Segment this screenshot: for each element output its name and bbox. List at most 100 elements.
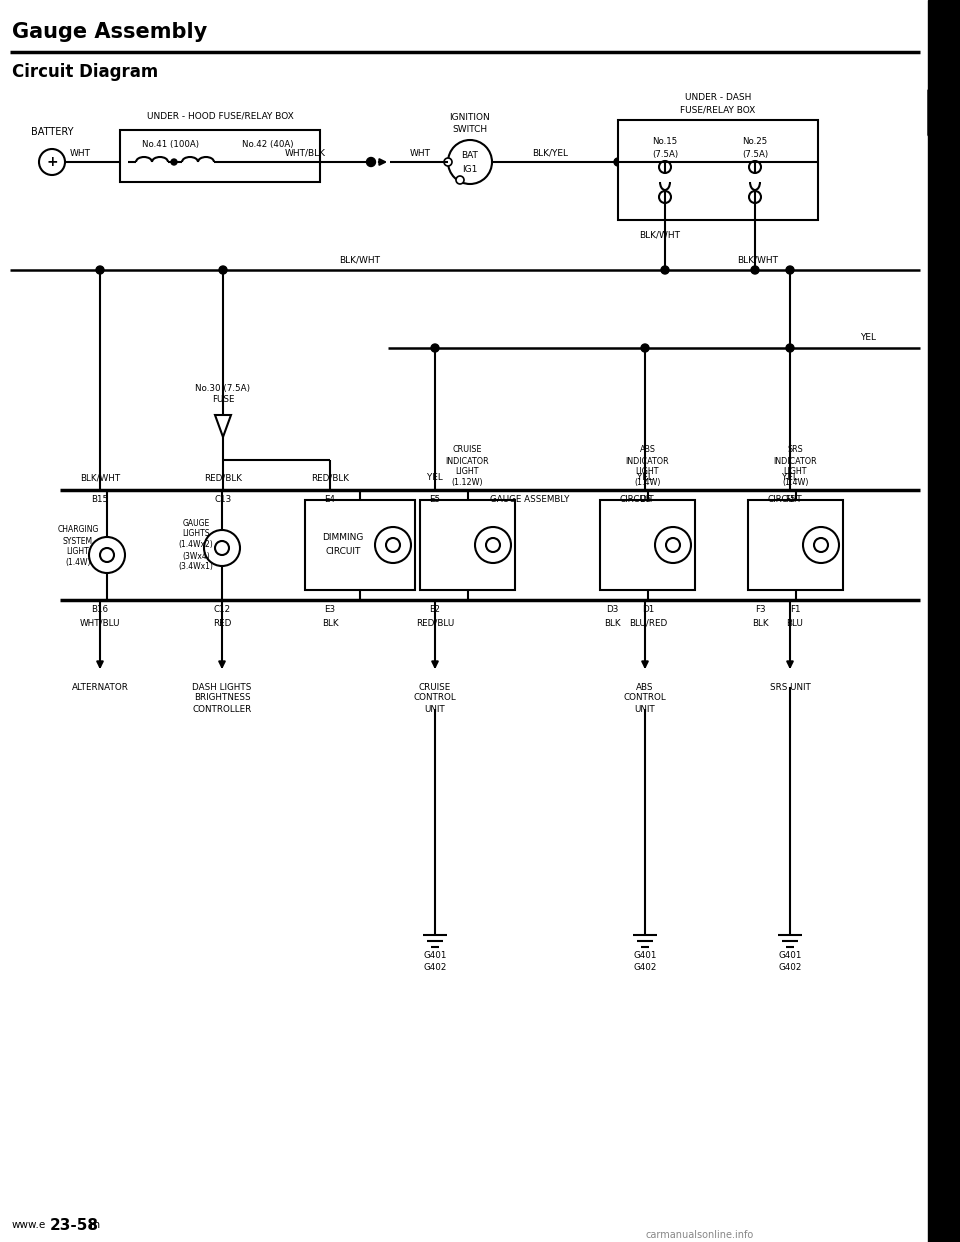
Text: SYSTEM: SYSTEM (63, 537, 93, 545)
Text: SWITCH: SWITCH (452, 124, 488, 133)
Text: INDICATOR: INDICATOR (445, 457, 490, 466)
Text: F5: F5 (784, 496, 795, 504)
Text: BLK/WHT: BLK/WHT (639, 231, 681, 240)
Text: BLK: BLK (604, 619, 620, 627)
Circle shape (215, 542, 229, 555)
Text: +: + (46, 155, 58, 169)
Bar (120, 130, 320, 183)
Text: WHT: WHT (410, 149, 430, 158)
Text: GAUGE ASSEMBLY: GAUGE ASSEMBLY (491, 496, 569, 504)
Text: WHT/BLK: WHT/BLK (284, 149, 325, 158)
Text: YEL: YEL (860, 334, 876, 343)
Text: BLK/YEL: BLK/YEL (532, 149, 568, 158)
Text: (1.4Wx2): (1.4Wx2) (179, 540, 213, 549)
Circle shape (786, 266, 794, 274)
Text: B16: B16 (91, 606, 108, 615)
Text: D3: D3 (606, 606, 618, 615)
Text: BRIGHTNESS: BRIGHTNESS (194, 693, 251, 703)
Circle shape (749, 161, 761, 173)
Text: BLK/WHT: BLK/WHT (737, 256, 779, 265)
Text: CHARGING: CHARGING (58, 525, 99, 534)
Text: CIRCUIT: CIRCUIT (620, 496, 655, 504)
Circle shape (100, 548, 114, 561)
Bar (305, 501, 415, 590)
Text: E4: E4 (324, 496, 335, 504)
Circle shape (666, 538, 680, 551)
Text: (7.5A): (7.5A) (652, 149, 678, 159)
Text: D5: D5 (638, 496, 651, 504)
Circle shape (475, 527, 511, 563)
Circle shape (96, 266, 104, 274)
Text: E3: E3 (324, 606, 336, 615)
Circle shape (386, 538, 400, 551)
Text: SRS: SRS (787, 446, 804, 455)
Polygon shape (928, 89, 960, 155)
Text: (1.4W): (1.4W) (782, 478, 808, 488)
Text: (1.12W): (1.12W) (452, 478, 483, 488)
Text: CONTROL: CONTROL (414, 693, 456, 703)
Circle shape (655, 527, 691, 563)
Text: BLK: BLK (752, 619, 768, 627)
Text: BLK/WHT: BLK/WHT (80, 473, 120, 482)
Text: DIMMING: DIMMING (323, 534, 364, 543)
Text: E2: E2 (429, 606, 441, 615)
Text: Gauge Assembly: Gauge Assembly (12, 22, 207, 42)
Text: F1: F1 (790, 606, 801, 615)
Text: (1.4W): (1.4W) (635, 478, 660, 488)
Circle shape (614, 158, 622, 166)
Circle shape (486, 538, 500, 551)
Text: IGNITION: IGNITION (449, 113, 491, 122)
Circle shape (89, 537, 125, 573)
Text: LIGHT: LIGHT (66, 548, 89, 556)
Text: m: m (90, 1220, 100, 1230)
Text: BAT: BAT (462, 150, 478, 159)
Text: ABS: ABS (636, 683, 654, 692)
Text: BLK: BLK (322, 619, 338, 627)
Circle shape (814, 538, 828, 551)
Circle shape (659, 161, 671, 173)
Circle shape (661, 266, 669, 274)
Text: BLU/RED: BLU/RED (629, 619, 667, 627)
Circle shape (751, 266, 759, 274)
Text: C13: C13 (214, 496, 231, 504)
Text: UNDER - DASH: UNDER - DASH (684, 93, 751, 103)
Circle shape (204, 530, 240, 566)
Text: FUSE: FUSE (212, 395, 234, 405)
Text: YEL: YEL (637, 473, 653, 482)
Circle shape (803, 527, 839, 563)
Text: LIGHT: LIGHT (456, 467, 479, 477)
Circle shape (749, 191, 761, 202)
Text: G402: G402 (423, 963, 446, 971)
Text: UNIT: UNIT (424, 704, 445, 713)
Circle shape (786, 344, 794, 351)
Text: LIGHTS: LIGHTS (182, 529, 209, 539)
Text: No.41 (100A): No.41 (100A) (141, 139, 199, 149)
Text: carmanualsonline.info: carmanualsonline.info (646, 1230, 755, 1240)
Text: G402: G402 (779, 963, 802, 971)
Text: YEL: YEL (427, 473, 443, 482)
Text: (7.5A): (7.5A) (742, 149, 768, 159)
Text: No.15: No.15 (653, 138, 678, 147)
Text: FUSE/RELAY BOX: FUSE/RELAY BOX (681, 106, 756, 114)
Circle shape (431, 344, 439, 351)
Text: DASH LIGHTS: DASH LIGHTS (192, 683, 252, 692)
Text: G401: G401 (634, 951, 657, 960)
Text: CRUISE: CRUISE (419, 683, 451, 692)
Text: ABS: ABS (639, 446, 656, 455)
Text: SRS UNIT: SRS UNIT (770, 683, 810, 692)
Text: LIGHT: LIGHT (636, 467, 660, 477)
Text: No.30 (7.5A): No.30 (7.5A) (196, 384, 251, 392)
Text: BLU: BLU (786, 619, 804, 627)
Text: INDICATOR: INDICATOR (774, 457, 817, 466)
Circle shape (375, 527, 411, 563)
Text: BATTERY: BATTERY (31, 127, 73, 137)
Circle shape (444, 158, 452, 166)
Bar (600, 501, 695, 590)
Text: CRUISE: CRUISE (453, 446, 482, 455)
Text: B15: B15 (91, 496, 108, 504)
Text: G401: G401 (423, 951, 446, 960)
Text: (1.4W): (1.4W) (65, 559, 91, 568)
Circle shape (659, 191, 671, 202)
Text: UNDER - HOOD FUSE/RELAY BOX: UNDER - HOOD FUSE/RELAY BOX (147, 112, 294, 120)
Text: CONTROLLER: CONTROLLER (192, 704, 252, 713)
